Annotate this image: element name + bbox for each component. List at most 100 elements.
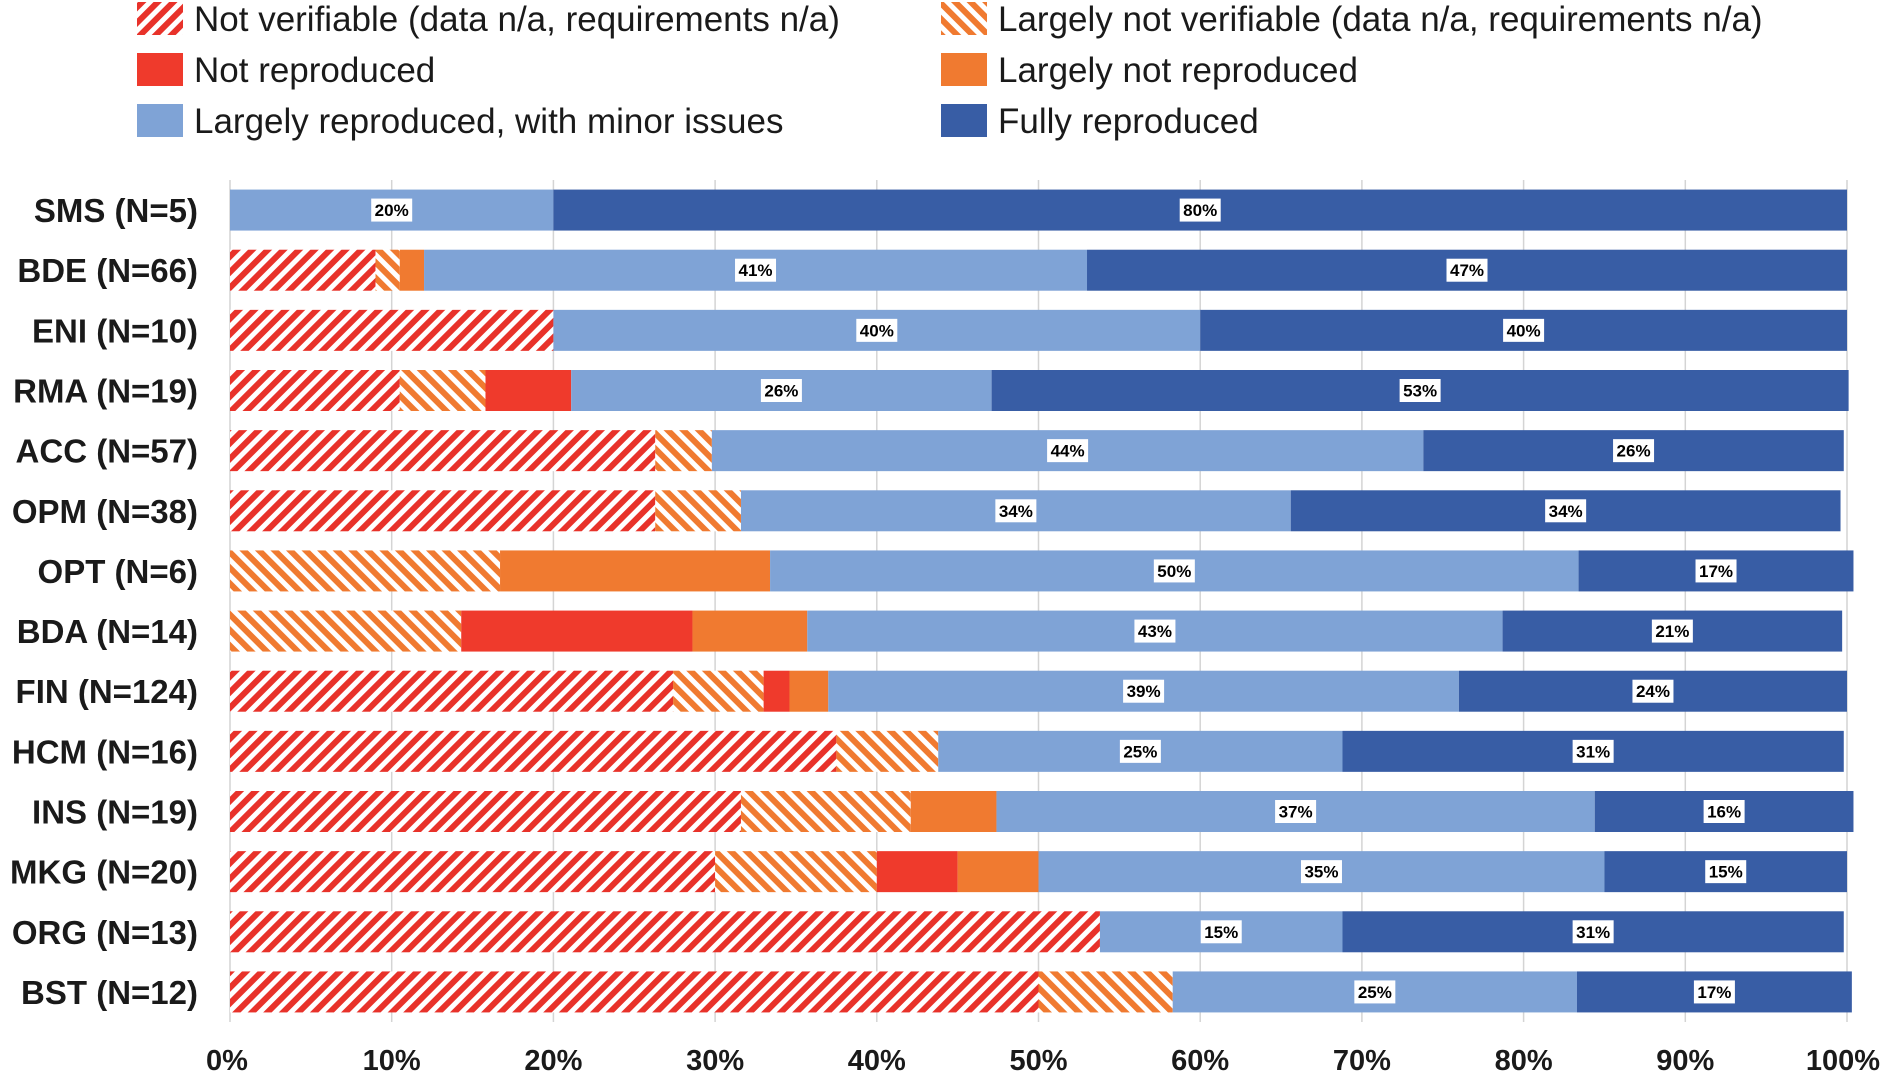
bar-row-bst-n-12: 25% 17% (230, 971, 1852, 1013)
data-label-box (856, 318, 898, 342)
category-label: OPM (N=38) (12, 493, 198, 530)
data-label-box (1651, 619, 1693, 643)
data-label-box (735, 258, 777, 282)
bar-segment-largely-not-verifiable-data-n-a-requirements-n-a (1038, 971, 1173, 1013)
data-label: 80% (1183, 201, 1217, 220)
bar-row-org-n-13: 15% 31% (230, 911, 1844, 953)
data-label: 37% (1279, 803, 1313, 822)
data-label: 21% (1655, 622, 1689, 641)
category-label: BDE (N=66) (17, 252, 198, 289)
data-label: 26% (1617, 442, 1651, 461)
data-label-box (1123, 679, 1165, 703)
category-label: RMA (N=19) (13, 373, 198, 410)
data-label: 40% (1507, 321, 1541, 340)
bar-row-acc-n-57: 44% 26% (230, 430, 1844, 472)
bar-segment-not-verifiable-data-n-a-requirements-n-a (230, 971, 1039, 1013)
bar-row-opm-n-38: 34% 34% (230, 490, 1841, 532)
category-label: FIN (N=124) (16, 673, 198, 710)
x-tick-label: 80% (1495, 1045, 1553, 1077)
x-tick-label: 60% (1171, 1045, 1229, 1077)
data-label: 47% (1450, 261, 1484, 280)
bar-segment-largely-not-verifiable-data-n-a-requirements-n-a (655, 430, 712, 472)
bar-row-opt-n-6: 50% 17% (230, 550, 1854, 592)
bar-segment-largely-not-reproduced (692, 610, 808, 652)
legend-swatch-largely-reproduced-with-minor-issues (137, 104, 183, 137)
legend-label-largely-not-verifiable-data-n-a-requirements-n-a: Largely not verifiable (data n/a, requir… (998, 0, 1763, 39)
bar-segment-not-verifiable-data-n-a-requirements-n-a (230, 791, 741, 832)
data-label-box (1354, 980, 1396, 1004)
data-label-box (760, 379, 802, 402)
bar-row-bde-n-66: 41% 47% (230, 249, 1847, 291)
data-label: 35% (1304, 863, 1338, 882)
bar-segment-largely-not-verifiable-data-n-a-requirements-n-a (836, 730, 939, 772)
data-label-box (1613, 439, 1655, 463)
data-label-box (1632, 679, 1674, 703)
category-label: INS (N=19) (32, 794, 198, 831)
bar-row-bda-n-14: 43% 21% (230, 610, 1843, 652)
x-tick-label: 0% (206, 1045, 248, 1077)
data-label-box (1572, 739, 1614, 763)
bar-segment-not-verifiable-data-n-a-requirements-n-a (230, 249, 376, 291)
bar-segment-not-verifiable-data-n-a-requirements-n-a (230, 730, 837, 772)
data-label-box (1134, 619, 1176, 643)
category-label: ORG (N=13) (12, 914, 198, 951)
bar-segment-largely-not-verifiable-data-n-a-requirements-n-a (740, 791, 911, 832)
data-label-box (1119, 739, 1161, 763)
category-labels: SMS (N=5) BDE (N=66) ENI (N=10) RMA (N=19) A… (10, 192, 198, 1011)
bar-segment-largely-not-reproduced (789, 670, 829, 712)
bar-segment-not-reproduced (763, 670, 790, 712)
legend-label-fully-reproduced: Fully reproduced (998, 102, 1259, 141)
legend-label-largely-reproduced-with-minor-issues: Largely reproduced, with minor issues (194, 102, 783, 141)
bar-segment-not-verifiable-data-n-a-requirements-n-a (230, 370, 400, 411)
bars: 20% 80% 41% 47% 40% 40% 26% 53% 44% 26% 34% 34% 50% 1… (230, 189, 1854, 1013)
data-label-box (1693, 980, 1735, 1004)
legend: Not verifiable (data n/a, requirements n… (137, 0, 1763, 141)
bar-segment-not-reproduced (876, 851, 958, 893)
bar-segment-largely-not-reproduced (910, 791, 997, 832)
data-label-box (371, 198, 413, 222)
data-label: 16% (1707, 803, 1741, 822)
bar-row-rma-n-19: 26% 53% (230, 370, 1849, 411)
data-label: 34% (999, 502, 1033, 521)
data-label-box (1503, 318, 1545, 342)
data-label: 17% (1697, 983, 1731, 1002)
gridlines (229, 180, 1848, 1022)
x-tick-label: 70% (1333, 1045, 1391, 1077)
data-label: 53% (1403, 382, 1437, 401)
x-axis-ticks: 0% 10% 20% 30% 40% 50% 60% 70% 80% 90% 100% (206, 1045, 1880, 1077)
legend-label-not-verifiable-data-n-a-requirements-n-a: Not verifiable (data n/a, requirements n… (194, 0, 840, 39)
category-label: ENI (N=10) (32, 312, 198, 349)
data-label-box (1275, 800, 1317, 823)
data-label-box (995, 499, 1037, 523)
legend-swatch-fully-reproduced (941, 104, 987, 137)
bar-segment-not-verifiable-data-n-a-requirements-n-a (230, 430, 656, 472)
legend-swatch-not-verifiable-data-n-a-requirements-n-a (137, 2, 183, 35)
legend-label-not-reproduced: Not reproduced (194, 51, 435, 90)
x-tick-label: 10% (363, 1045, 421, 1077)
category-label: BST (N=12) (21, 974, 198, 1011)
category-label: SMS (N=5) (34, 192, 198, 229)
bar-segment-largely-not-verifiable-data-n-a-requirements-n-a (399, 370, 486, 411)
data-label: 50% (1157, 562, 1191, 581)
data-label: 31% (1576, 742, 1610, 761)
bar-segment-largely-not-reproduced (500, 550, 771, 592)
bar-segment-not-reproduced (461, 610, 693, 652)
bar-segment-not-verifiable-data-n-a-requirements-n-a (230, 911, 1100, 953)
bar-segment-largely-not-verifiable-data-n-a-requirements-n-a (230, 550, 501, 592)
data-label-box (1572, 920, 1614, 944)
category-label: HCM (N=16) (12, 733, 198, 770)
bar-row-fin-n-124: 39% 24% (230, 670, 1847, 712)
bar-segment-largely-not-verifiable-data-n-a-requirements-n-a (673, 670, 764, 712)
x-tick-label: 30% (686, 1045, 744, 1077)
data-label-box (1300, 860, 1342, 884)
legend-label-largely-not-reproduced: Largely not reproduced (998, 51, 1358, 90)
bar-segment-not-verifiable-data-n-a-requirements-n-a (230, 490, 656, 532)
data-label: 24% (1636, 682, 1670, 701)
category-label: MKG (N=20) (10, 854, 198, 891)
data-label-box (1695, 559, 1737, 583)
data-label: 43% (1138, 622, 1172, 641)
data-label-box (1703, 800, 1745, 823)
category-label: OPT (N=6) (38, 553, 198, 590)
data-label: 15% (1204, 923, 1238, 942)
